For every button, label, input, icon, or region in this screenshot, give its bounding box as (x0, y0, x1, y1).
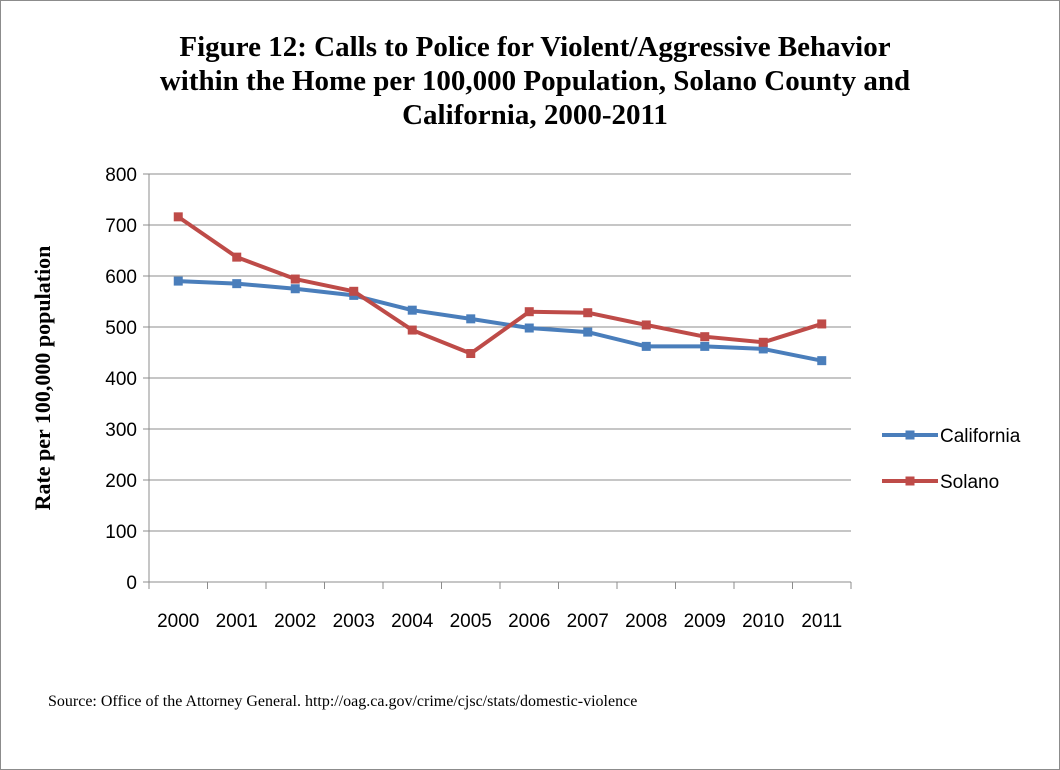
data-point-california-2007 (583, 327, 593, 337)
x-tick-label-2008: 2008 (625, 611, 667, 632)
x-tick-label-2007: 2007 (567, 611, 609, 632)
legend-label-california: California (940, 426, 1021, 447)
data-point-solano-2009 (700, 332, 710, 342)
y-tick-label-700: 700 (105, 216, 137, 237)
y-tick-label-500: 500 (105, 318, 137, 339)
legend-marker-solano (905, 476, 915, 486)
series-line-california (178, 279, 823, 363)
y-tick-label-600: 600 (105, 267, 137, 288)
data-point-solano-2005 (466, 349, 476, 359)
y-tick-label-100: 100 (105, 522, 137, 543)
x-tick-label-2006: 2006 (508, 611, 550, 632)
data-point-california-2009 (700, 341, 710, 351)
data-point-california-2008 (641, 341, 651, 351)
data-point-solano-2004 (407, 325, 417, 335)
data-point-solano-2002 (290, 274, 300, 284)
data-point-solano-2007 (583, 308, 593, 318)
x-tick-label-2000: 2000 (157, 611, 199, 632)
y-tick-label-0: 0 (126, 573, 137, 594)
legend-marker-california (905, 430, 915, 440)
data-point-solano-2010 (758, 337, 768, 347)
data-point-solano-2008 (641, 320, 651, 330)
y-tick-label-400: 400 (105, 369, 137, 390)
series-line-solano (177, 215, 823, 356)
data-point-california-2005 (466, 314, 476, 324)
x-tick-label-2011: 2011 (801, 611, 842, 632)
x-tick-label-2010: 2010 (742, 611, 784, 632)
x-tick-label-2002: 2002 (274, 611, 316, 632)
data-point-solano-2000 (173, 212, 183, 222)
x-tick-label-2003: 2003 (333, 611, 375, 632)
data-point-california-2000 (173, 276, 183, 286)
y-axis-label: Rate per 100,000 population (30, 246, 55, 511)
data-point-california-2004 (407, 305, 417, 315)
chart-title: Figure 12: Calls to Police for Violent/A… (159, 31, 911, 131)
x-tick-label-2009: 2009 (684, 611, 726, 632)
x-tick-label-2005: 2005 (450, 611, 492, 632)
source-note: Source: Office of the Attorney General. … (48, 693, 638, 710)
data-point-california-2002 (290, 284, 300, 294)
x-tick-label-2001: 2001 (216, 611, 258, 632)
data-point-solano-2006 (524, 307, 534, 317)
legend-label-solano: Solano (940, 472, 999, 493)
data-point-solano-2001 (232, 252, 242, 262)
data-point-california-2011 (817, 356, 827, 366)
x-tick-label-2004: 2004 (391, 611, 434, 632)
data-point-solano-2011 (817, 319, 827, 329)
data-point-california-2010 (758, 344, 768, 354)
data-point-solano-2003 (349, 286, 359, 296)
y-tick-label-200: 200 (105, 471, 137, 492)
y-tick-label-300: 300 (105, 420, 137, 441)
y-tick-label-800: 800 (105, 165, 137, 186)
data-point-california-2001 (232, 279, 242, 289)
data-point-california-2006 (524, 323, 534, 333)
